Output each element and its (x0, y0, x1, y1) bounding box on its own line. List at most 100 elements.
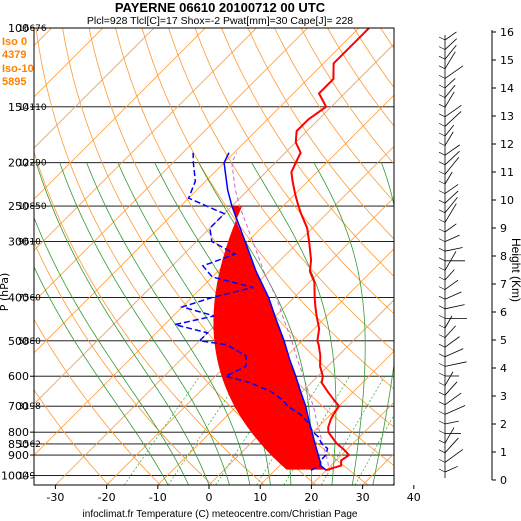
wind-barb (444, 84, 456, 98)
wind-barb (438, 439, 446, 444)
wind-barb (444, 449, 464, 463)
wind-barb (444, 315, 453, 329)
height-label: 149 (18, 472, 35, 482)
dry-adiabat-line (34, 318, 161, 485)
wind-barb (438, 353, 446, 358)
wind-barb (444, 105, 462, 118)
mixing-ratio-line (321, 376, 386, 485)
wind-barb (444, 157, 460, 175)
height-label: 1562 (18, 440, 41, 450)
wind-barb (438, 305, 446, 310)
wind-barb (444, 381, 458, 396)
wind-barb (438, 363, 446, 367)
km-tick-label: 10 (500, 194, 514, 207)
iso0-value: 4379 (2, 49, 26, 61)
dry-adiabat-line (34, 389, 109, 485)
y-tick-label: 300 (8, 236, 29, 249)
isotherm-line (34, 43, 394, 405)
km-tick-label: 14 (500, 82, 514, 95)
x-tick-label: 40 (407, 491, 421, 504)
wind-barb (444, 31, 457, 41)
wind-barb (438, 180, 446, 185)
wind-barb (444, 184, 459, 194)
wind-barb (438, 247, 446, 252)
km-tick-label: 1 (500, 446, 507, 459)
height-label: 16676 (18, 24, 47, 34)
km-tick-label: 7 (500, 278, 507, 291)
wind-barb (444, 78, 456, 89)
dry-adiabat-line (247, 28, 394, 240)
height-label: 12290 (18, 159, 47, 169)
wind-barb (438, 75, 446, 79)
x-tick-label: 20 (304, 491, 318, 504)
km-tick-label: 4 (500, 362, 507, 375)
wind-barb (444, 392, 462, 406)
wind-barb (444, 427, 455, 444)
wind-barb (444, 325, 457, 338)
dry-adiabat-line (34, 150, 265, 485)
dry-adiabat-line (115, 28, 394, 428)
height-label: 7560 (18, 293, 41, 303)
plot-area (34, 28, 394, 485)
wind-barb (438, 343, 446, 348)
moist-adiabat-line (59, 162, 230, 485)
wind-barb (438, 420, 446, 425)
km-tick-label: 8 (500, 250, 507, 263)
wind-barb (444, 405, 466, 415)
wind-barb (444, 269, 455, 281)
wind-barb (438, 123, 446, 127)
wind-barb (444, 131, 454, 146)
wind-barb (438, 199, 446, 204)
y-tick-label: 900 (8, 449, 29, 462)
wind-barb (438, 286, 446, 290)
wind-barb (438, 372, 446, 377)
km-tick-label: 15 (500, 54, 514, 67)
wind-barb (438, 382, 446, 386)
wind-barb (444, 150, 460, 166)
wind-barb (444, 65, 464, 79)
wind-barb (444, 420, 459, 425)
mixing-ratio-line (283, 376, 350, 485)
x-tick-label: 30 (356, 491, 370, 504)
isotherm-line (55, 145, 394, 485)
mixing-ratio-line (167, 376, 242, 485)
km-tick-label: 9 (500, 222, 507, 235)
km-tick-label: 13 (500, 110, 514, 123)
wind-barb (444, 171, 453, 185)
wind-barb (438, 94, 446, 98)
km-tick-label: 6 (500, 306, 507, 319)
isotherm-line (106, 197, 394, 485)
wind-barb (438, 190, 446, 194)
y-tick-label: 850 (8, 438, 29, 451)
wind-barb (438, 171, 446, 175)
wind-barb (438, 142, 446, 146)
moist-adiabat-line (34, 216, 189, 485)
isotherm-line (34, 28, 206, 200)
moist-adiabat-line (86, 162, 251, 485)
wind-barb (438, 276, 446, 281)
wind-barb (438, 65, 446, 70)
moist-adiabat-line (392, 480, 394, 485)
wind-barb (444, 190, 459, 204)
buoyancy-area (213, 206, 326, 470)
mixing-ratio-line (256, 376, 325, 485)
isotherm-line (157, 248, 394, 485)
km-tick-label: 16 (500, 26, 514, 39)
wind-barb (438, 132, 446, 137)
isotherm-line (34, 28, 52, 47)
dry-adiabat-line (62, 28, 369, 485)
y-tick-label: 600 (8, 370, 29, 383)
dry-adiabat-line (221, 28, 394, 277)
km-tick-label: 3 (500, 390, 507, 403)
wind-barb (438, 257, 446, 262)
x-tick-label: 10 (253, 491, 267, 504)
wind-barb (438, 267, 446, 271)
height-label: 9610 (18, 238, 41, 248)
moist-adiabat-line (313, 162, 366, 485)
wind-barb (444, 361, 467, 367)
wind-barb (444, 111, 462, 127)
chart-title: PAYERNE 06610 20100712 00 UTC (115, 0, 326, 15)
wind-barb (438, 113, 446, 118)
series-line-temperature (290, 28, 370, 472)
